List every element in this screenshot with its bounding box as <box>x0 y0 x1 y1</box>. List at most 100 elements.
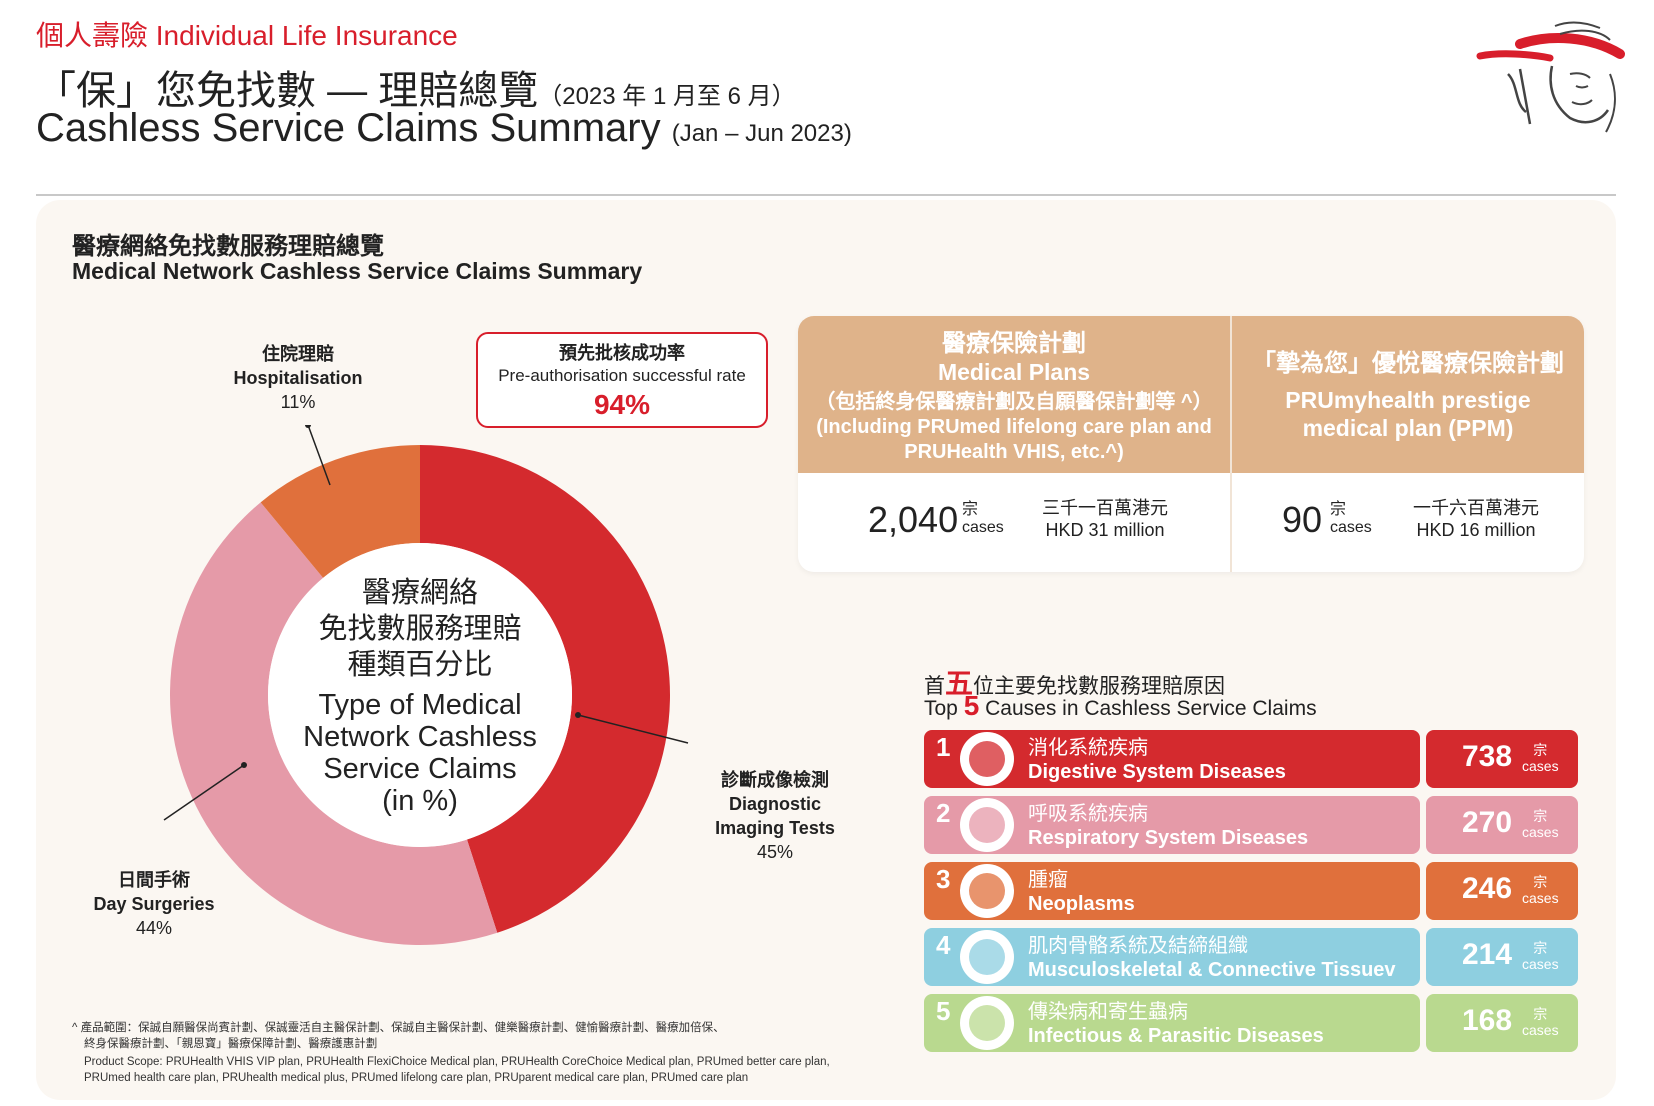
plan-header-medical: 醫療保險計劃 Medical Plans （包括終身保醫療計劃及自願醫保計劃等 … <box>798 316 1230 473</box>
title-cn-text: 「保」您免找數 — 理賠總覽 <box>36 69 539 113</box>
plan-stat-medical: 2,040 宗 cases 三千一百萬港元 HKD 31 million <box>868 491 1208 551</box>
section-title-en: Medical Network Cashless Service Claims … <box>72 258 643 284</box>
cause-row-bar: 5 傳染病和寄生蟲病 Infectious & Parasitic Diseases <box>924 994 1420 1052</box>
leader-line-hospitalisation <box>307 425 331 486</box>
leader-line-imaging <box>577 714 689 744</box>
amount-cn: 三千一百萬港元 <box>1042 498 1168 518</box>
plan-column-divider <box>1230 316 1232 572</box>
plan-name-cn: 「摯為您」優悅醫療保險計劃 <box>1252 350 1564 377</box>
slice-label-day-surgeries: 日間手術 Day Surgeries 44% <box>84 868 224 940</box>
donut-hole <box>268 543 572 847</box>
plan-amount: 一千六百萬港元 HKD 16 million <box>1396 497 1556 541</box>
unit-cn: 宗 <box>962 501 979 518</box>
cause-name-en: Neoplasms <box>1028 893 1135 915</box>
center-en-2: Network Cashless <box>303 721 537 753</box>
cause-count: 246 <box>1462 872 1513 905</box>
cause-rank: 1 <box>936 732 951 762</box>
stomach-icon <box>960 732 1014 786</box>
unit-cn: 宗 <box>1533 1006 1548 1022</box>
cause-name-cn: 傳染病和寄生蟲病 <box>1028 1001 1188 1023</box>
cause-name-en: Infectious & Parasitic Diseases <box>1028 1025 1324 1047</box>
footnote-line-3: Product Scope: PRUHealth VHIS VIP plan, … <box>84 1056 830 1068</box>
unit-cn: 宗 <box>1533 808 1548 824</box>
bone-icon <box>960 930 1014 984</box>
plan-cases: 2,040 <box>868 499 959 540</box>
slice-label-pct: 44% <box>135 918 173 938</box>
page-title-en: Cashless Service Claims Summary (Jan – J… <box>36 106 852 151</box>
unit-cn: 宗 <box>1533 874 1548 890</box>
cause-count: 214 <box>1462 938 1513 971</box>
unit-en: cases <box>1330 519 1372 536</box>
top5-cn-c: 位主要免找數服務理賠原因 <box>973 675 1226 698</box>
cause-rank: 4 <box>936 930 951 960</box>
cause-count-unit: 宗 cases <box>1522 742 1559 774</box>
cause-name-cn: 消化系統疾病 <box>1028 737 1148 759</box>
cause-name-cn: 呼吸系統疾病 <box>1028 803 1148 825</box>
prudence-logo <box>1476 21 1625 133</box>
plan-name-cn: 醫療保險計劃 <box>942 330 1086 357</box>
unit-cn: 宗 <box>1533 742 1548 758</box>
plan-sub-en-2: PRUHealth VHIS, etc.^) <box>904 441 1124 463</box>
center-en-4: (in %) <box>382 785 458 817</box>
top5-en-b: 5 <box>963 690 980 721</box>
cause-count-unit: 宗 cases <box>1522 808 1559 840</box>
leader-line-day-surgeries-dot <box>241 762 247 768</box>
virus-icon <box>960 996 1014 1050</box>
unit-en: cases <box>1522 824 1559 840</box>
center-cn-3: 種類百分比 <box>347 649 493 681</box>
page-title-cn: 「保」您免找數 — 理賠總覽（2023 年 1 月至 6 月） <box>36 58 796 116</box>
plan-case-unit: 宗 cases <box>1330 501 1372 537</box>
slice-label-en: Hospitalisation <box>233 368 363 388</box>
title-en-text: Cashless Service Claims Summary <box>36 106 661 150</box>
top5-cn-b: 五 <box>945 668 974 699</box>
preauth-rate-value: 94% <box>593 389 651 420</box>
cause-row-bar: 1 消化系統疾病 Digestive System Diseases <box>924 730 1420 788</box>
cause-count-box: 168 宗 cases <box>1426 994 1578 1052</box>
plan-sub-cn: （包括終身保醫療計劃及自願醫保計劃等 ^） <box>815 391 1213 413</box>
claims-type-donut-chart <box>163 425 689 945</box>
unit-en: cases <box>1522 1022 1559 1038</box>
plan-header-ppm: 「摯為您」優悅醫療保險計劃 PRUmyhealth prestige medic… <box>1232 316 1584 473</box>
title-cn-period: （2023 年 1 月至 6 月） <box>538 83 796 110</box>
unit-en: cases <box>962 519 1004 536</box>
amount-en: HKD 31 million <box>1045 520 1165 540</box>
slice-label-cn: 診斷成像檢測 <box>721 770 829 790</box>
cause-name-en: Musculoskeletal & Connective Tissuev <box>1028 959 1396 981</box>
center-cn-2: 免找數服務理賠 <box>318 613 522 645</box>
slice-label-pct: 11% <box>280 392 316 412</box>
unit-en: cases <box>1522 956 1559 972</box>
cause-row-bar: 2 呼吸系統疾病 Respiratory System Diseases <box>924 796 1420 854</box>
brand-line: 個人壽險 Individual Life Insurance <box>36 20 458 51</box>
cause-count-box: 738 宗 cases <box>1426 730 1578 788</box>
cause-count-box: 214 宗 cases <box>1426 928 1578 986</box>
leader-line-hospitalisation-dot <box>305 425 311 428</box>
donut-slice-imaging <box>420 445 670 933</box>
cause-count: 270 <box>1462 806 1513 839</box>
plan-amount: 三千一百萬港元 HKD 31 million <box>1020 497 1190 541</box>
slice-label-hospitalisation: 住院理賠 Hospitalisation 11% <box>218 342 378 414</box>
preauth-label-en: Pre-authorisation successful rate <box>498 366 746 385</box>
center-cn-1: 醫療網絡 <box>361 577 478 609</box>
plan-name-en-2: medical plan (PPM) <box>1302 415 1514 441</box>
plan-name-en: Medical Plans <box>937 359 1091 385</box>
unit-cn: 宗 <box>1330 501 1347 518</box>
slice-label-en: Day Surgeries <box>93 894 215 914</box>
center-en-1: Type of Medical <box>318 689 522 721</box>
cause-rank: 2 <box>936 798 951 828</box>
top5-title-en: Top 5 Causes in Cashless Service Claims <box>924 690 1317 722</box>
slice-label-en-2: Imaging Tests <box>715 818 835 838</box>
lungs-icon <box>960 798 1014 852</box>
unit-en: cases <box>1522 758 1559 774</box>
cell-icon <box>960 864 1014 918</box>
plan-stat-ppm: 90 宗 cases 一千六百萬港元 HKD 16 million <box>1282 491 1582 551</box>
title-en-period: (Jan – Jun 2023) <box>671 120 852 147</box>
plan-sub-en-1: (Including PRUmed lifelong care plan and <box>816 416 1212 438</box>
top5-cn-a: 首 <box>924 675 945 698</box>
plan-case-unit: 宗 cases <box>962 501 1004 537</box>
cause-name-en: Digestive System Diseases <box>1028 761 1286 783</box>
footnote-line-1: ^ 產品範圍：保誠自願醫保尚賓計劃、保誠靈活自主醫保計劃、保誠自主醫保計劃、健樂… <box>72 1022 725 1034</box>
center-en-3: Service Claims <box>323 753 517 785</box>
cause-count: 168 <box>1462 1004 1513 1037</box>
slice-label-cn: 住院理賠 <box>262 344 334 364</box>
cause-count-unit: 宗 cases <box>1522 1006 1559 1038</box>
